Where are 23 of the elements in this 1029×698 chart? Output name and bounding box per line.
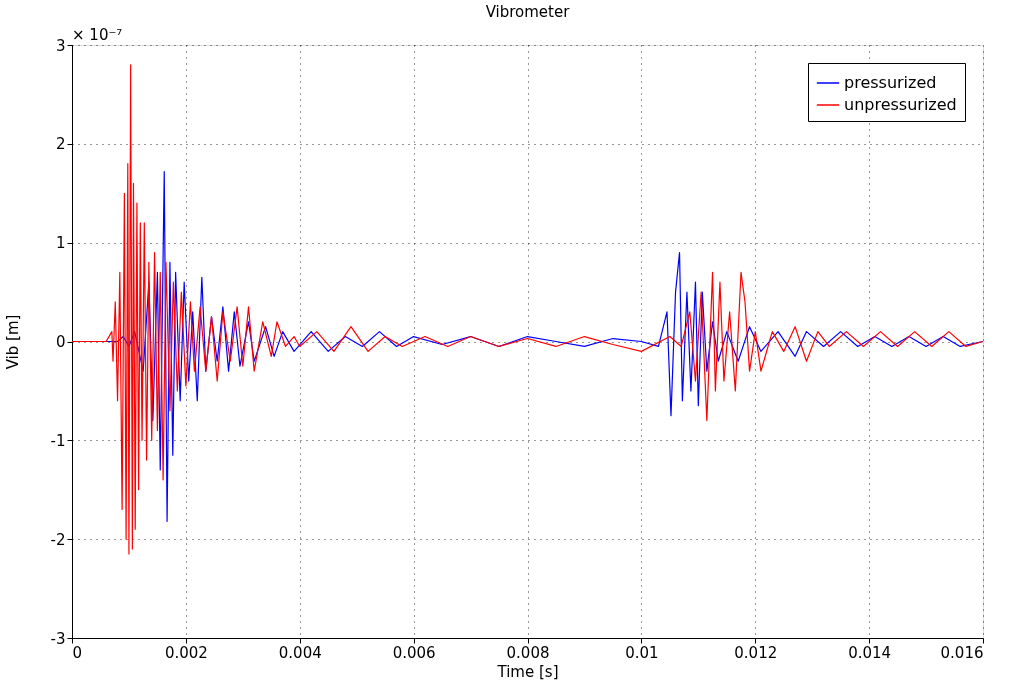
y-axis-title: Vib [m] [3, 314, 22, 370]
y-tick-label: 3 [55, 36, 66, 55]
x-tick-label: 0.014 [848, 643, 892, 662]
legend-label: pressurized [844, 73, 937, 92]
line-series [72, 64, 983, 555]
y-tick-label: -1 [50, 431, 66, 450]
x-tick-label: 0.01 [625, 643, 659, 662]
y-tick-label: 0 [55, 333, 66, 351]
x-tick-label: 0.008 [506, 643, 550, 662]
legend-label: unpressurized [844, 95, 957, 114]
x-tick-label: 0.012 [734, 643, 778, 662]
y-tick-label: -3 [50, 629, 66, 648]
x-tick-label: 0.002 [164, 643, 208, 662]
y-tick-label: 1 [55, 234, 66, 253]
x-tick-label: 0.016 [940, 643, 984, 662]
text: × 10⁻⁷ [72, 26, 123, 44]
x-tick-label: 0.006 [392, 643, 436, 662]
x-axis-title: Time [s] [496, 662, 559, 681]
y-tick-label: 2 [55, 135, 66, 154]
x-tick-label: 0 [72, 643, 83, 662]
y-tick-label: -2 [50, 530, 66, 549]
chart-title: Vibrometer [485, 3, 571, 21]
x-tick-label: 0.004 [278, 643, 322, 662]
